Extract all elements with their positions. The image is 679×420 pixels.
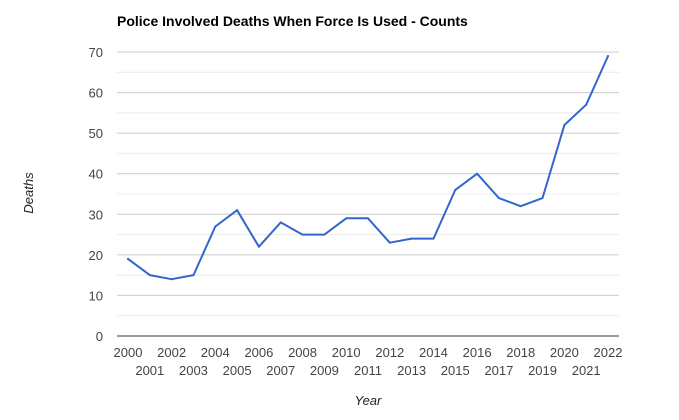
x-tick-label: 2018	[506, 345, 535, 360]
x-tick-label: 2017	[484, 363, 513, 378]
x-tick-label: 2016	[463, 345, 492, 360]
x-tick-label: 2003	[179, 363, 208, 378]
x-axis-ticks: 2000 2001 2002 2003 2004 2005 2006 2007 2008 2009…	[114, 345, 623, 378]
data-point	[388, 241, 391, 244]
data-point	[192, 274, 195, 277]
x-tick-label: 2002	[157, 345, 186, 360]
data-point	[519, 205, 522, 208]
x-tick-label: 2011	[354, 363, 382, 378]
x-tick-label: 2001	[135, 363, 164, 378]
x-tick-label: 2015	[441, 363, 470, 378]
x-tick-label: 2013	[397, 363, 426, 378]
data-point	[323, 233, 326, 236]
y-tick-label: 10	[89, 288, 103, 303]
data-point	[214, 225, 217, 228]
data-point	[497, 197, 500, 200]
data-point	[476, 172, 479, 175]
x-tick-label: 2022	[594, 345, 623, 360]
data-point	[127, 257, 129, 260]
y-tick-label: 20	[89, 248, 103, 263]
chart-title: Police Involved Deaths When Force Is Use…	[117, 13, 468, 29]
y-tick-label: 50	[89, 126, 103, 141]
x-tick-label: 2000	[114, 345, 143, 360]
x-tick-label: 2020	[550, 345, 579, 360]
x-tick-label: 2008	[288, 345, 317, 360]
series-line	[127, 55, 609, 281]
data-point	[148, 274, 151, 277]
x-tick-label: 2010	[332, 345, 361, 360]
data-point	[454, 188, 457, 191]
x-tick-label: 2014	[419, 345, 448, 360]
y-tick-label: 40	[89, 167, 103, 182]
data-point	[279, 221, 282, 224]
data-point	[541, 197, 544, 200]
x-tick-label: 2009	[310, 363, 339, 378]
x-tick-label: 2007	[266, 363, 295, 378]
x-tick-label: 2012	[375, 345, 404, 360]
y-axis-title: Deaths	[21, 172, 36, 214]
x-tick-label: 2004	[201, 345, 230, 360]
data-point	[367, 217, 369, 220]
y-tick-label: 60	[89, 86, 103, 101]
data-point	[236, 209, 239, 212]
y-tick-label: 30	[89, 207, 103, 222]
data-point	[607, 55, 609, 58]
x-tick-label: 2019	[528, 363, 557, 378]
x-tick-label: 2021	[572, 363, 601, 378]
y-tick-label: 0	[96, 329, 103, 344]
data-point	[585, 103, 588, 106]
data-point	[345, 217, 348, 220]
data-point	[257, 245, 260, 248]
gridlines	[117, 51, 619, 337]
data-point	[410, 237, 413, 240]
y-tick-label: 70	[89, 45, 103, 60]
x-tick-label: 2005	[223, 363, 252, 378]
data-point	[432, 237, 435, 240]
x-tick-label: 2006	[244, 345, 273, 360]
y-axis-ticks: 0 10 20 30 40 50 60 70	[89, 45, 103, 344]
x-axis-title: Year	[355, 393, 382, 408]
series-layer	[127, 55, 609, 281]
data-point	[301, 233, 304, 236]
data-point	[563, 124, 566, 127]
data-point	[170, 278, 173, 281]
